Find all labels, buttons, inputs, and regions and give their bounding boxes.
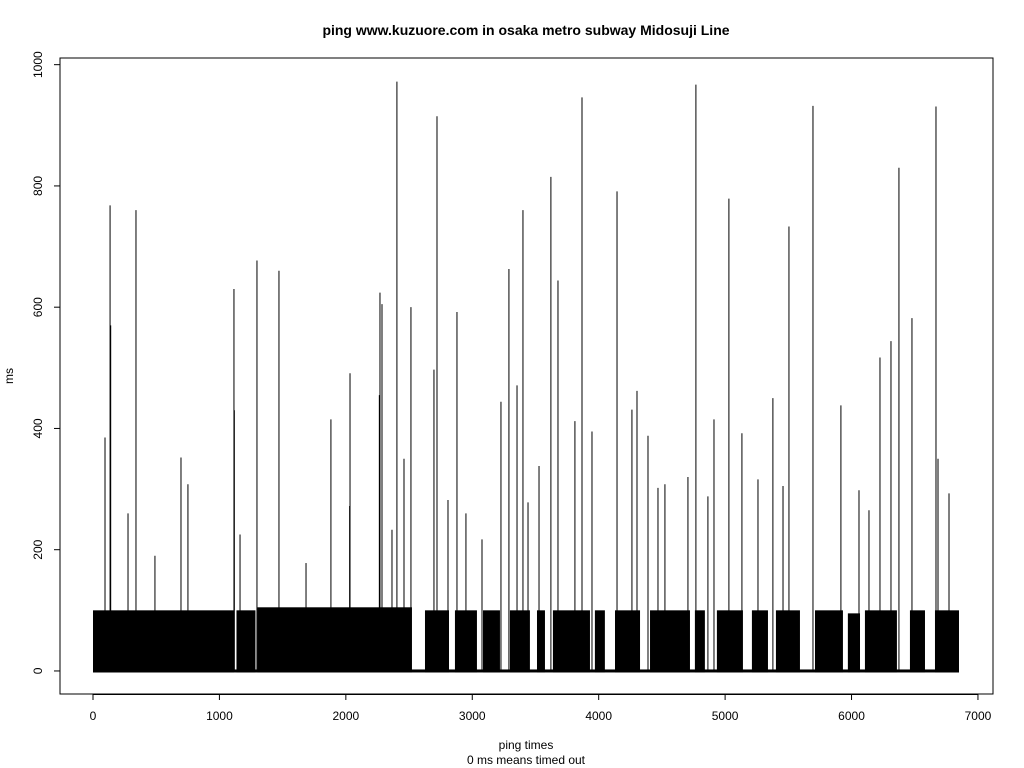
x-tick-label: 0: [90, 709, 97, 723]
ping-block: [552, 610, 590, 673]
y-tick-label: 400: [31, 418, 45, 438]
y-tick-label: 1000: [31, 51, 45, 78]
x-tick-label: 2000: [332, 709, 359, 723]
ping-block: [751, 610, 768, 673]
ping-block: [650, 610, 690, 673]
ping-block: [694, 610, 705, 673]
ping-block: [864, 610, 897, 673]
ping-block: [614, 610, 641, 673]
y-tick-label: 0: [31, 667, 45, 674]
ping-block: [716, 610, 743, 673]
ping-block: [847, 613, 861, 673]
ping-block: [814, 610, 843, 673]
ping-block: [536, 610, 545, 673]
y-tick-label: 200: [31, 539, 45, 559]
x-tick-label: 3000: [459, 709, 486, 723]
chart-title: ping www.kuzuore.com in osaka metro subw…: [322, 22, 729, 38]
y-axis-label: ms: [2, 368, 16, 384]
ping-block: [92, 610, 234, 673]
y-tick-label: 800: [31, 176, 45, 196]
x-tick-label: 6000: [838, 709, 865, 723]
x-tick-label: 7000: [965, 709, 992, 723]
x-axis-sublabel: 0 ms means timed out: [467, 753, 586, 767]
x-tick-label: 4000: [585, 709, 612, 723]
ping-block: [934, 610, 959, 673]
ping-block: [236, 610, 256, 673]
ping-block: [509, 610, 530, 673]
x-tick-label: 5000: [712, 709, 739, 723]
x-axis-label: ping times: [499, 738, 554, 752]
ping-block: [594, 610, 605, 673]
x-tick-label: 1000: [206, 709, 233, 723]
ping-block: [483, 610, 500, 673]
ping-block: [909, 610, 925, 673]
ping-block: [775, 610, 800, 673]
y-tick-label: 600: [31, 297, 45, 317]
ping-block: [257, 607, 412, 673]
plot-frame: [59, 57, 994, 695]
